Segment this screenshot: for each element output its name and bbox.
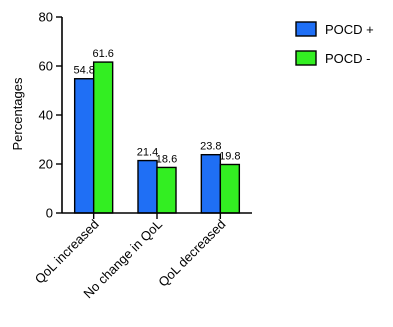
y-axis-label: Percentages (10, 77, 25, 150)
data-label: 21.4 (137, 147, 158, 159)
legend-label: POCD - (325, 51, 371, 66)
data-label: 54.8 (73, 65, 94, 77)
data-label: 23.8 (200, 141, 221, 153)
legend-label: POCD + (325, 22, 374, 37)
bar (200, 153, 222, 214)
y-tick-label: 20 (39, 157, 53, 172)
legend: POCD + POCD - (295, 21, 374, 66)
data-label: 61.6 (92, 48, 113, 60)
data-label: 18.6 (156, 153, 177, 165)
y-tick-label: 60 (39, 59, 53, 74)
bar (156, 166, 177, 214)
legend-swatch (295, 21, 317, 37)
bar (219, 163, 241, 214)
bar (137, 159, 158, 214)
y-axis-ticks: 0 20 40 60 80 (39, 10, 62, 221)
y-tick-label: 40 (39, 108, 53, 123)
category-label: QoL decreased (155, 217, 228, 290)
legend-swatch (295, 50, 317, 66)
bar (92, 61, 114, 214)
category-label: QoL increased (32, 217, 102, 287)
data-label: 19.8 (219, 150, 240, 162)
bar (73, 78, 95, 214)
y-tick-label: 80 (39, 10, 53, 25)
data-labels: 54.8 61.6 21.418.6 23.819.8 (73, 48, 240, 165)
bars (73, 61, 241, 214)
y-tick-label: 0 (46, 206, 53, 221)
